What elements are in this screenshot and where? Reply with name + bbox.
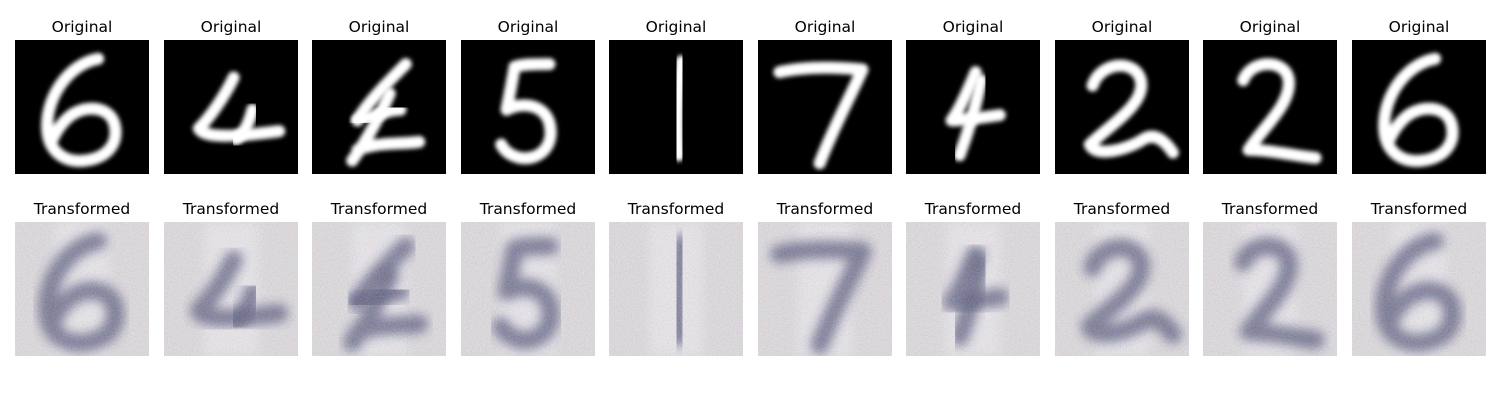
original-digit-image-7 bbox=[758, 40, 892, 174]
original-title: Original bbox=[348, 18, 410, 36]
transformed-title: Transformed bbox=[924, 200, 1022, 218]
original-title: Original bbox=[497, 18, 559, 36]
transformed-title: Transformed bbox=[182, 200, 280, 218]
original-digit-image-4 bbox=[312, 40, 446, 174]
original-digit-image-6 bbox=[1352, 40, 1486, 174]
original-digit-image-4 bbox=[164, 40, 298, 174]
transformed-title: Transformed bbox=[330, 200, 428, 218]
transformed-title: Transformed bbox=[479, 200, 577, 218]
transformed-digit-image-1 bbox=[609, 222, 743, 356]
transformed-digit-image-2 bbox=[1055, 222, 1189, 356]
transformed-digit-image-4 bbox=[164, 222, 298, 356]
transformed-title: Transformed bbox=[627, 200, 725, 218]
original-digit-image-4 bbox=[906, 40, 1040, 174]
original-title: Original bbox=[645, 18, 707, 36]
original-title: Original bbox=[942, 18, 1004, 36]
original-digit-image-1 bbox=[609, 40, 743, 174]
original-title: Original bbox=[794, 18, 856, 36]
transformed-title: Transformed bbox=[1370, 200, 1468, 218]
original-title: Original bbox=[1388, 18, 1450, 36]
original-title: Original bbox=[1239, 18, 1301, 36]
original-title: Original bbox=[51, 18, 113, 36]
original-digit-image-5 bbox=[461, 40, 595, 174]
original-digit-image-2 bbox=[1203, 40, 1337, 174]
transformed-title: Transformed bbox=[1073, 200, 1171, 218]
original-digit-image-2 bbox=[1055, 40, 1189, 174]
transformed-digit-image-2 bbox=[1203, 222, 1337, 356]
original-digit-image-6 bbox=[15, 40, 149, 174]
transformed-digit-image-6 bbox=[1352, 222, 1486, 356]
original-title: Original bbox=[200, 18, 262, 36]
transformed-digit-image-5 bbox=[461, 222, 595, 356]
transformed-title: Transformed bbox=[1221, 200, 1319, 218]
transformed-digit-image-6 bbox=[15, 222, 149, 356]
transformed-title: Transformed bbox=[33, 200, 131, 218]
original-title: Original bbox=[1091, 18, 1153, 36]
transformed-digit-image-4 bbox=[312, 222, 446, 356]
transformed-digit-image-4 bbox=[906, 222, 1040, 356]
transformed-title: Transformed bbox=[776, 200, 874, 218]
transformed-digit-image-7 bbox=[758, 222, 892, 356]
